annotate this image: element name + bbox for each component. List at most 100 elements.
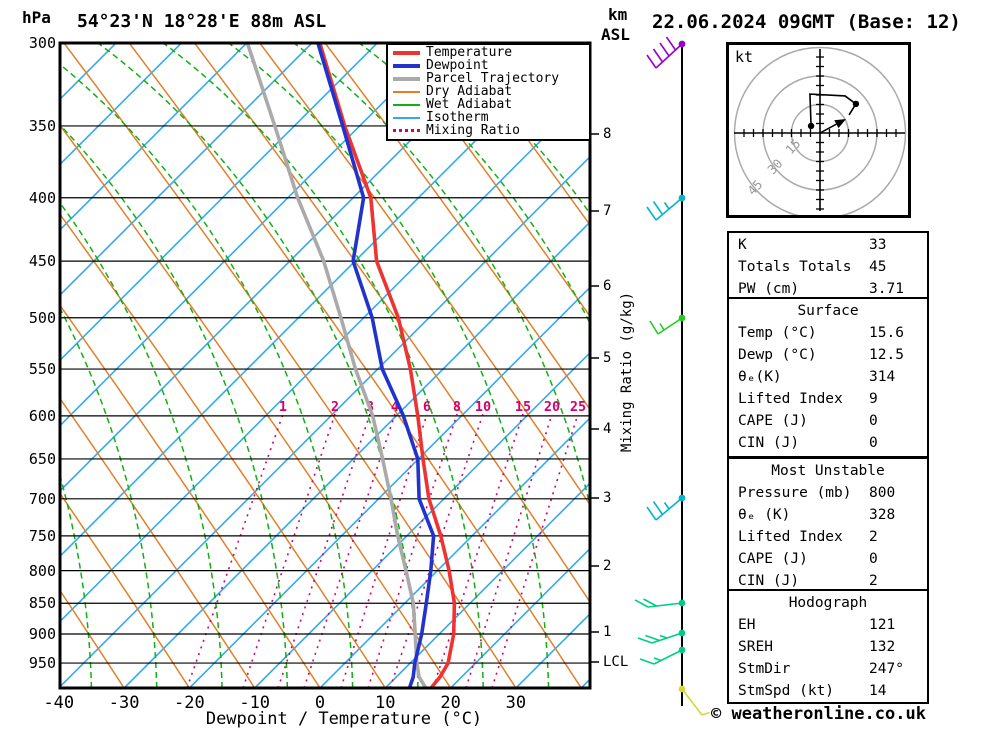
km-tick-label: 3 [603, 490, 612, 506]
pressure-gridlines [61, 125, 589, 664]
dry-adiabat-line [61, 590, 125, 687]
legend-item-label: Dewpoint [426, 58, 489, 73]
table-row: θₑ(K) 314 [729, 366, 927, 388]
wind-barb [637, 629, 686, 644]
km-tick-label: 7 [603, 203, 612, 219]
mixing-ratio-label: 1 [279, 399, 287, 415]
stat-value: 0 [869, 435, 878, 451]
table-row: StmDir 247° [729, 658, 927, 680]
mixing-ratio-line [389, 413, 484, 687]
stability-indices-table: K 33 Totals Totals 45 PW (cm) 3.71 [727, 231, 929, 300]
most-unstable-table: Most Unstable Pressure (mb) 800 θₑ (K) 328 Li… [727, 457, 929, 592]
table-row: SREH 132 [729, 636, 927, 658]
hodograph-trace [809, 93, 857, 126]
dry-adiabat-line [129, 44, 582, 687]
pressure-tick-label: 500 [28, 308, 56, 327]
legend-line-sample [393, 76, 420, 81]
isotherm-line [385, 483, 589, 687]
pressure-tick-label: 850 [28, 594, 56, 613]
stat-value: 132 [869, 639, 896, 655]
wet-adiabat-line [61, 203, 223, 687]
mixing-ratio-group: 1 2 3 4 6 8 10 15 20 25 [186, 399, 586, 687]
stat-value: 2 [869, 529, 878, 545]
wind-barb [646, 194, 686, 221]
pressure-tick-label: 700 [28, 489, 56, 508]
hodograph-unit-label: kt [735, 48, 754, 66]
table-row: CIN (J) 0 [729, 432, 927, 454]
legend-item: Wet Adiabat [388, 98, 589, 111]
dry-adiabat-line [61, 125, 451, 687]
table-row: θₑ (K) 328 [729, 504, 927, 526]
pressure-tick-label: 750 [28, 526, 56, 545]
station-title: 54°23'N 18°28'E 88m ASL [77, 11, 327, 32]
mixing-ratio-label: 4 [391, 399, 399, 415]
plot-border [58, 41, 592, 690]
pressure-tick-label: 350 [28, 116, 56, 135]
mixing-ratio-line [491, 413, 579, 687]
mixing-ratio-line [242, 413, 336, 687]
stat-label: PW (cm) [738, 281, 800, 297]
temperature-tick-label: -40 [43, 693, 75, 713]
wind-barb [634, 598, 686, 608]
km-tick-label: 2 [603, 558, 612, 574]
mixing-ratio-line [340, 413, 428, 687]
dry-adiabat-line [194, 44, 589, 602]
table-row: CIN (J) 2 [729, 570, 927, 592]
pressure-tick-label: 300 [28, 33, 56, 52]
wind-barb [649, 314, 686, 335]
wet-adiabat-line [228, 44, 550, 687]
wet-adiabat-line [61, 476, 93, 687]
isotherm-line [123, 221, 589, 687]
legend-line-sample [393, 129, 420, 132]
table-header: Most Unstable [771, 463, 885, 479]
isotherm-line [254, 352, 589, 687]
storm-motion-arrowhead [834, 118, 847, 129]
table-row: Dewp (°C) 12.5 [729, 344, 927, 366]
temperature-tick-label: -20 [174, 693, 205, 713]
isotherm-line [61, 44, 313, 296]
dry-adiabat-line [259, 44, 589, 505]
table-row: Totals Totals 45 [729, 256, 927, 278]
legend-item: Dewpoint [388, 59, 589, 72]
pressure-tick-label: 450 [28, 252, 56, 271]
plot-area: 1 2 3 4 6 8 10 15 20 25 [0, 43, 589, 688]
isotherm-line [61, 44, 443, 426]
km-tick-label: 4 [603, 421, 612, 437]
table-header: Hodograph [788, 595, 868, 611]
legend-line-sample [393, 116, 420, 119]
wet-adiabat-line [61, 125, 289, 687]
isotherm-line [61, 91, 589, 622]
stat-label: CAPE (J) [738, 551, 808, 567]
km-axis-ticks [590, 133, 599, 663]
wind-barb [639, 646, 686, 665]
legend-item: Mixing Ratio [388, 124, 589, 137]
legend-item-label: Wet Adiabat [426, 97, 513, 112]
stat-value: 314 [869, 369, 896, 385]
mixing-ratio-label: 8 [453, 399, 461, 415]
hodograph-stats-table: Hodograph EH 121 SREH 132 StmDir 247° StmSpd (k… [727, 589, 929, 704]
wind-barb [646, 36, 686, 69]
table-row: Lifted Index 9 [729, 388, 927, 410]
stat-label: SREH [738, 639, 773, 655]
copyright: © weatheronline.co.uk [711, 704, 926, 724]
isotherm-line [61, 44, 182, 165]
wet-adiabat-line [163, 44, 484, 687]
table-row: Lifted Index 2 [729, 526, 927, 548]
table-row: K 33 [729, 234, 927, 256]
storm-motion-vector [819, 123, 837, 134]
legend-item: Dry Adiabat [388, 85, 589, 98]
isotherm-line [61, 44, 378, 361]
km-tick-label: 8 [603, 126, 612, 142]
isotherm-line [61, 44, 509, 492]
stat-value: 14 [869, 683, 887, 699]
table-row: EH 121 [729, 614, 927, 636]
km-tick-label: 1 [603, 624, 612, 640]
dry-adiabat-line [0, 43, 59, 688]
stat-label: θₑ(K) [738, 369, 782, 385]
legend-item-label: Dry Adiabat [426, 84, 513, 99]
isotherms-group [61, 44, 589, 687]
legend-item: Parcel Trajectory [388, 72, 589, 85]
